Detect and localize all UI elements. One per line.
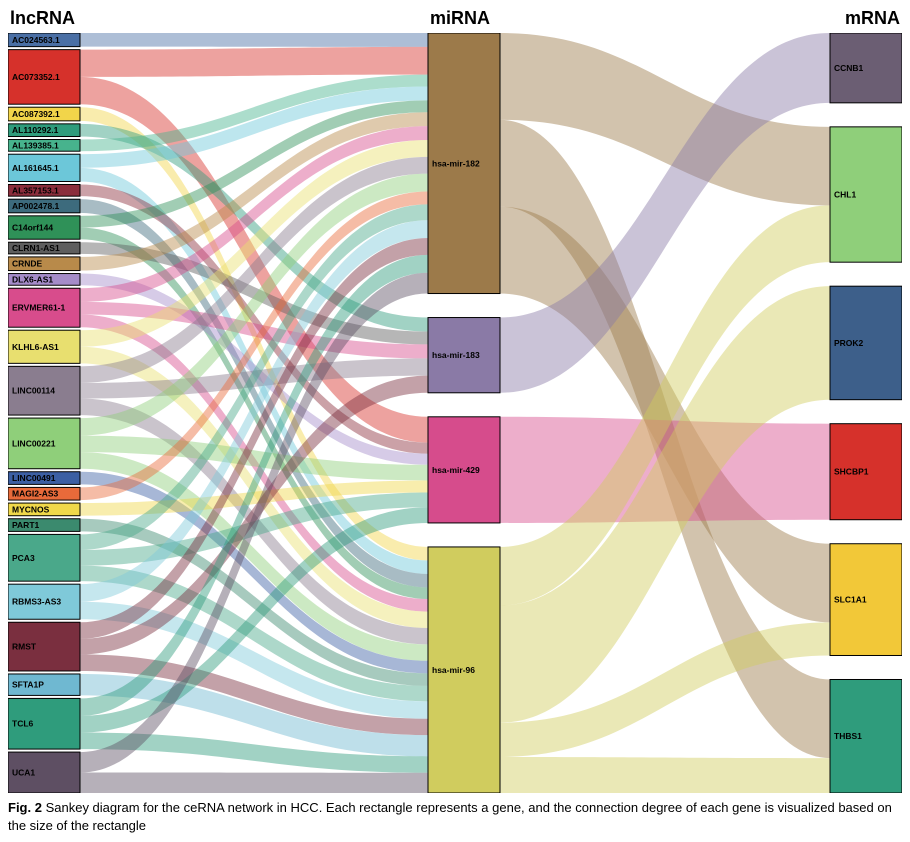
node-label: LINC00221 bbox=[12, 438, 56, 448]
node-label: CHL1 bbox=[834, 190, 856, 200]
header-lncrna: lncRNA bbox=[10, 8, 75, 29]
node-label: PCA3 bbox=[12, 553, 35, 563]
header-mrna: mRNA bbox=[845, 8, 900, 29]
node-label: MYCNOS bbox=[12, 504, 50, 514]
node-label: SFTA1P bbox=[12, 680, 44, 690]
node-label: SHCBP1 bbox=[834, 467, 869, 477]
node-label: CLRN1-AS1 bbox=[12, 243, 60, 253]
node-label: PART1 bbox=[12, 520, 40, 530]
node-label: THBS1 bbox=[834, 731, 862, 741]
caption-text: Sankey diagram for the ceRNA network in … bbox=[8, 800, 892, 833]
node-label: DLX6-AS1 bbox=[12, 274, 53, 284]
node-label: RBMS3-AS3 bbox=[12, 597, 61, 607]
node-label: UCA1 bbox=[12, 768, 35, 778]
node-label: ERVMER61-1 bbox=[12, 303, 65, 313]
node-label: RMST bbox=[12, 642, 37, 652]
node-label: LINC00114 bbox=[12, 386, 55, 396]
sankey-link bbox=[500, 757, 830, 793]
node-label: AL139385.1 bbox=[12, 140, 59, 150]
node-label: MAGI2-AS3 bbox=[12, 489, 59, 499]
node-label: LINC00491 bbox=[12, 473, 56, 483]
figure-caption: Fig. 2 Sankey diagram for the ceRNA netw… bbox=[8, 799, 902, 834]
node-label: SLC1A1 bbox=[834, 595, 867, 605]
node-label: AC024563.1 bbox=[12, 35, 60, 45]
node-label: hsa-mir-182 bbox=[432, 158, 480, 168]
sankey-diagram: AC024563.1 AC073352.1 AC087392.1 AL110292.1… bbox=[8, 33, 902, 793]
figure-number: Fig. 2 bbox=[8, 800, 42, 815]
node-label: hsa-mir-429 bbox=[432, 465, 480, 475]
node-label: AP002478.1 bbox=[12, 201, 60, 211]
node-label: AC073352.1 bbox=[12, 72, 60, 82]
node-label: C14orf144 bbox=[12, 223, 53, 233]
node-label: AL357153.1 bbox=[12, 185, 59, 195]
sankey-link bbox=[80, 33, 428, 47]
node-label: hsa-mir-96 bbox=[432, 665, 475, 675]
header-mirna: miRNA bbox=[430, 8, 490, 29]
node-label: AC087392.1 bbox=[12, 109, 60, 119]
sankey-link bbox=[80, 47, 428, 77]
node-label: PROK2 bbox=[834, 338, 864, 348]
node-label: TCL6 bbox=[12, 719, 34, 729]
node-label: CRNDE bbox=[12, 259, 43, 269]
node-label: AL110292.1 bbox=[12, 125, 59, 135]
node-label: KLHL6-AS1 bbox=[12, 342, 59, 352]
node-label: CCNB1 bbox=[834, 63, 864, 73]
sankey-link bbox=[80, 773, 428, 793]
column-headers: lncRNA miRNA mRNA bbox=[8, 8, 902, 29]
node-label: hsa-mir-183 bbox=[432, 350, 480, 360]
node-label: AL161645.1 bbox=[12, 163, 59, 173]
